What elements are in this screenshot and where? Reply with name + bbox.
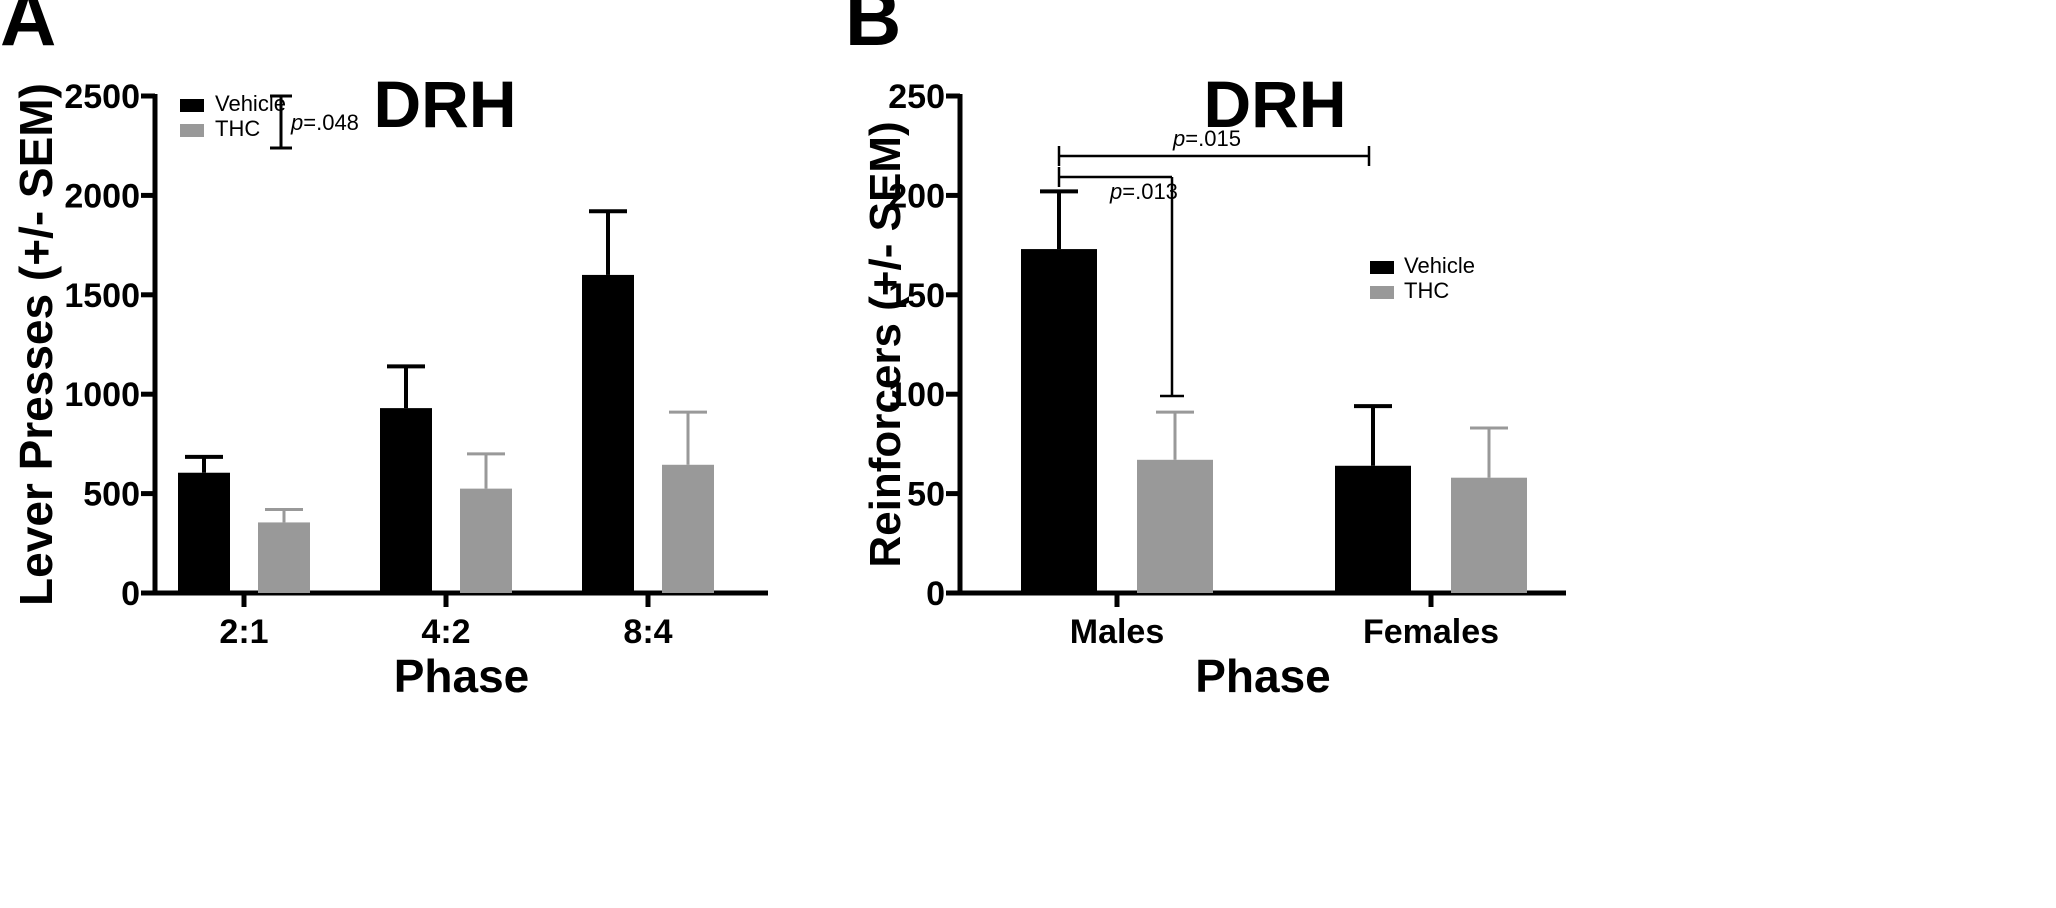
panel-a-legend-swatch-thc [180, 124, 204, 137]
panel-a-letter: A [0, 0, 56, 62]
panel-a-y-tick-label: 2500 [64, 78, 140, 116]
panel-b-bar-vehicle-males [1021, 249, 1097, 594]
panel-a-bar-vehicle-84 [582, 274, 634, 593]
panel-b-bar-thc-females [1451, 477, 1527, 593]
panel-a-bar-thc-21 [258, 522, 310, 593]
panel-a-y-tick-label: 500 [83, 476, 140, 514]
panel-b-p-value-1: p=.015 [1172, 126, 1241, 151]
panel-b-x-tick-label: Females [1363, 613, 1499, 651]
panel-a-bar-thc-42 [460, 488, 512, 593]
panel-a-x-tick-label: 4:2 [421, 613, 470, 651]
panel-b-p-value-2: p=.013 [1109, 179, 1178, 204]
panel-b-y-tick-label: 150 [888, 277, 945, 315]
panel-a-bar-thc-84 [662, 464, 714, 593]
panel-b-y-tick-label: 100 [888, 376, 945, 414]
panel-b-legend-label-vehicle: Vehicle [1404, 253, 1475, 278]
panel-b-title: DRH [1204, 67, 1347, 141]
panel-a-legend-label-thc: THC [215, 116, 260, 141]
panel-b-bar-vehicle-females [1335, 465, 1411, 593]
panel-a-y-tick-label: 1000 [64, 376, 140, 414]
panel-a-p-value: p=.048 [290, 110, 359, 135]
panel-a-y-tick-label: 1500 [64, 277, 140, 315]
panel-b-legend-swatch-vehicle [1370, 261, 1394, 274]
panel-a-bar-vehicle-21 [178, 472, 230, 593]
panel-a-x-axis-label: Phase [394, 650, 530, 702]
panel-a-y-axis-label: Lever Presses (+/- SEM) [10, 83, 62, 606]
panel-b-x-axis-label: Phase [1195, 650, 1331, 702]
panel-b-legend-label-thc: THC [1404, 278, 1449, 303]
panel-b-y-tick-label: 200 [888, 177, 945, 215]
panel-a-y-tick-label: 0 [121, 575, 140, 613]
panel-b-bar-thc-males [1137, 459, 1213, 593]
panel-b-legend-swatch-thc [1370, 286, 1394, 299]
panel-a-bar-vehicle-42 [380, 408, 432, 593]
panel-a-x-tick-label: 8:4 [623, 613, 672, 651]
panel-b-y-tick-label: 0 [926, 575, 945, 613]
panel-b-y-axis-label: Reinforcers (+/- SEM) [861, 121, 910, 567]
panel-b-y-tick-label: 250 [888, 78, 945, 116]
panel-a-y-tick-label: 2000 [64, 177, 140, 215]
panel-a-legend-swatch-vehicle [180, 99, 204, 112]
panel-b-x-tick-label: Males [1070, 613, 1165, 651]
panel-b-y-tick-label: 50 [907, 476, 945, 514]
panel-b-letter: B [845, 0, 901, 62]
panel-a-x-tick-label: 2:1 [219, 613, 268, 651]
panel-a-title: DRH [374, 67, 517, 141]
